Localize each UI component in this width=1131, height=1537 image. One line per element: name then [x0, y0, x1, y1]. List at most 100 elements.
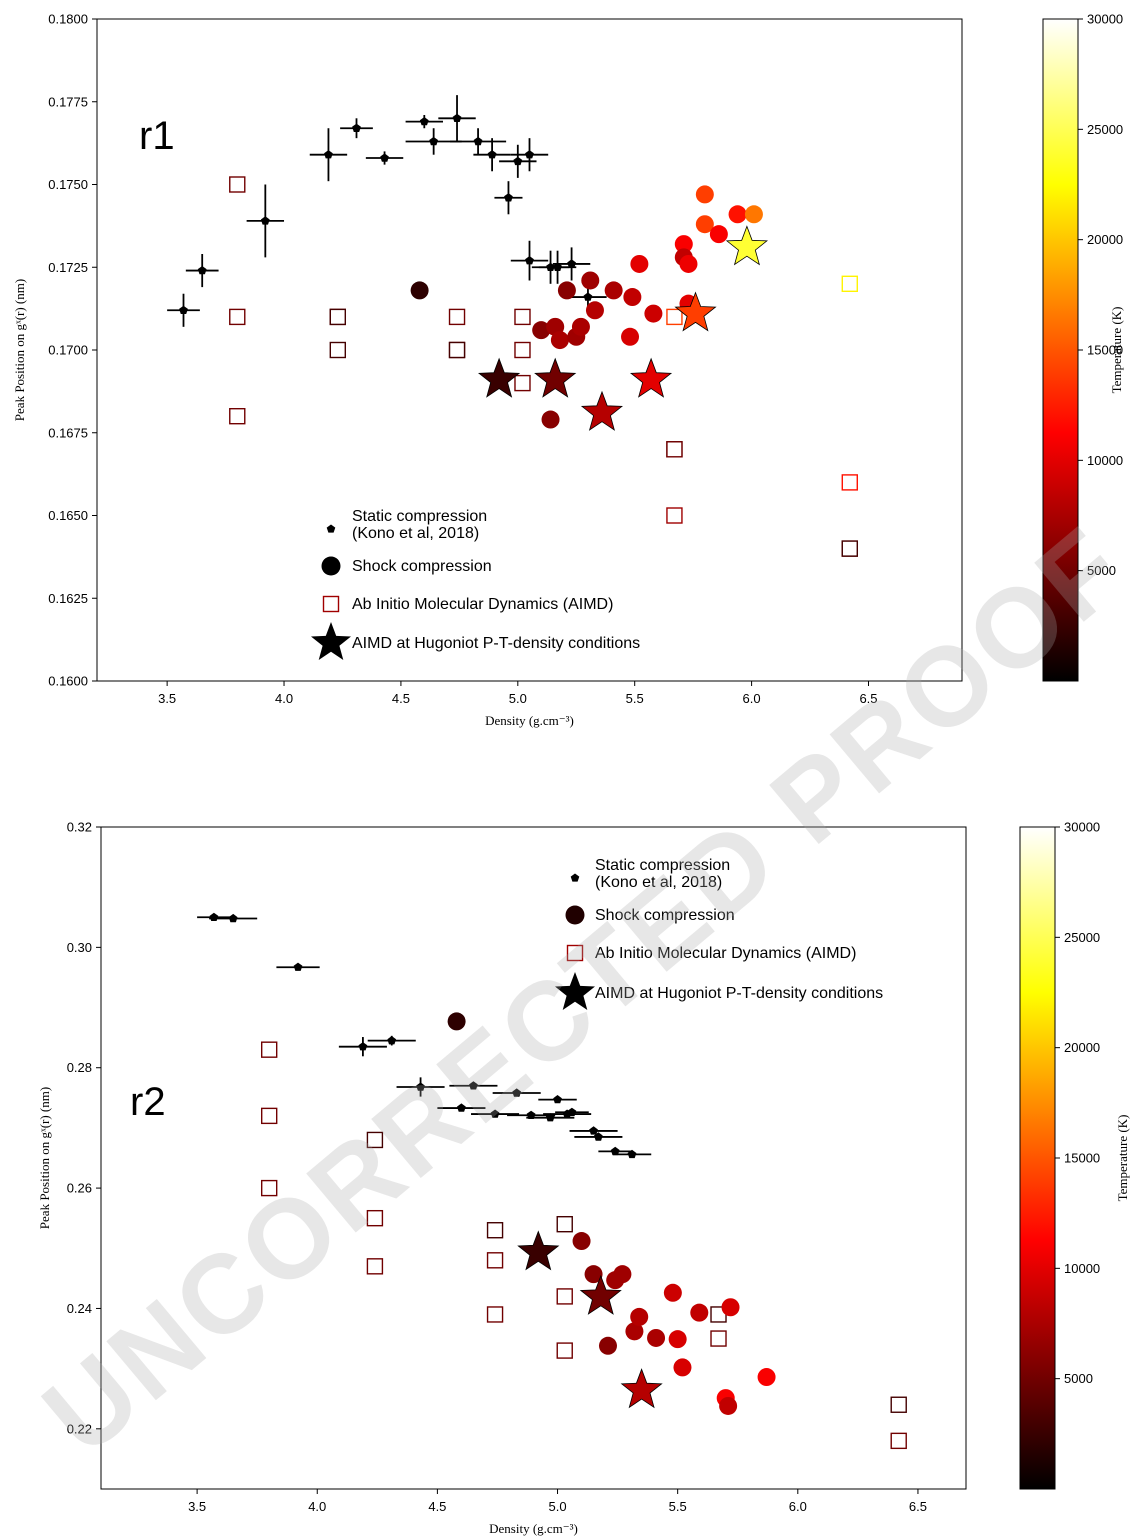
x-tick-label: 6.5 [859, 691, 877, 706]
static-pentagon-point [209, 912, 219, 921]
static-pentagon-point [583, 292, 593, 301]
static-pentagon-point [419, 117, 429, 126]
y-tick-label: 0.26 [67, 1181, 92, 1196]
colorbar-tick-label: 20000 [1087, 232, 1123, 247]
y-tick-label: 0.1625 [48, 591, 88, 606]
shock-circle-point [695, 185, 714, 204]
colorbar [1042, 18, 1079, 682]
shock-circle-point [647, 1328, 666, 1347]
shock-circle-point [744, 205, 763, 224]
x-tick-label: 5.0 [548, 1499, 566, 1514]
legend-static-marker [570, 873, 580, 882]
legend-aimd-marker [566, 944, 584, 962]
shock-circle-point [585, 301, 604, 320]
static-pentagon-point [487, 150, 497, 159]
legend-label: Shock compression [352, 558, 492, 575]
aimd-square-point [486, 1252, 504, 1269]
hugoniot-star-point [725, 225, 768, 266]
shock-circle-point [719, 1396, 738, 1415]
aimd-square-point [666, 507, 683, 524]
hugoniot-star-point [534, 357, 577, 398]
x-tick-label: 5.5 [669, 1499, 687, 1514]
y-tick-label: 0.32 [67, 820, 92, 835]
legend: Static compression(Kono et al, 2018) Shoc… [555, 857, 883, 1010]
aimd-square-point [366, 1258, 384, 1275]
shock-circle-point [623, 288, 642, 307]
colorbar-label: Temperature (K) [1115, 1115, 1130, 1202]
legend-label: Ab Initio Molecular Dynamics (AIMD) [352, 596, 613, 613]
static-pentagon-point [567, 1107, 577, 1116]
chart-panel-r2: 3.5 4.0 4.5 5.0 5.5 6.0 6.5 0.22 0.24 0.26 0.28 0.3… [37, 820, 1130, 1537]
x-tick-label: 6.0 [743, 691, 761, 706]
static-pentagon-point [197, 266, 207, 275]
static-pentagon-point [490, 1109, 500, 1118]
colorbar-tick-label: 15000 [1087, 343, 1123, 358]
shock-circle-point [571, 317, 590, 336]
x-axis-label: Density (g.cm⁻³) [485, 713, 574, 728]
shock-circle-point [621, 327, 640, 346]
aimd-square-point [448, 308, 466, 326]
x-axis-label: Density (g.cm⁻³) [489, 1521, 578, 1536]
hugoniot-star-point [620, 1368, 663, 1409]
legend-label: AIMD at Hugoniot P-T-density conditions [352, 635, 640, 652]
shock-circle-point [630, 254, 649, 273]
aimd-square-point [366, 1209, 384, 1227]
hugoniot-star-point [580, 390, 623, 431]
shock-circle-point [584, 1265, 603, 1284]
y-tick-label: 0.1800 [48, 12, 88, 27]
shock-circle-point [757, 1368, 776, 1387]
static-pentagon-point [512, 1088, 522, 1097]
legend: Static compression(Kono et al, 2018) Shoc… [311, 508, 640, 660]
aimd-square-point [710, 1330, 727, 1347]
x-tick-label: 6.5 [909, 1499, 927, 1514]
shock-circle-point [679, 254, 698, 273]
aimd-square-point [514, 308, 531, 326]
static-pentagon-point [513, 156, 523, 166]
shock-circle-point [410, 281, 429, 300]
shock-circle-point [613, 1265, 632, 1284]
y-tick-label: 0.1750 [48, 177, 88, 192]
aimd-square-point [514, 374, 531, 392]
colorbar-label: Temperature (K) [1109, 307, 1124, 394]
shock-circle-point [709, 225, 728, 244]
shock-circle-point [690, 1303, 709, 1322]
aimd-square-point [666, 308, 683, 326]
aimd-square-point [260, 1107, 278, 1125]
y-axis-label: Peak Position on gˣ(r) (nm) [37, 1087, 52, 1229]
y-tick-label: 0.1725 [48, 260, 88, 275]
aimd-square-point [229, 308, 246, 326]
hugoniot-star-point [630, 357, 673, 398]
static-pentagon-point [380, 153, 389, 162]
y-tick-label: 0.1675 [48, 425, 88, 440]
y-tick-label: 0.22 [67, 1421, 92, 1436]
shock-circle-point [673, 1358, 692, 1377]
shock-circle-point [541, 410, 560, 429]
static-pentagon-point [525, 150, 534, 159]
aimd-square-point [514, 341, 531, 359]
y-tick-label: 0.24 [67, 1301, 92, 1316]
shock-circle-point [625, 1322, 644, 1341]
aimd-square-point [329, 308, 346, 326]
y-tick-label: 0.1775 [48, 94, 88, 109]
colorbar-tick-label: 30000 [1064, 820, 1100, 835]
chart-panel-r1: 3.5 4.0 4.5 5.0 5.5 6.0 6.5 0.1600 0.1625 0.1650 0… [12, 12, 1124, 729]
legend-hugoniot-marker [311, 622, 351, 660]
aimd-square-point [841, 540, 858, 557]
hugoniot-star-point [674, 291, 717, 332]
shock-circle-point [550, 331, 569, 350]
static-pentagon-point [228, 913, 238, 923]
hugoniot-star-point [517, 1230, 560, 1271]
y-tick-label: 0.30 [67, 940, 92, 955]
aimd-square-point [841, 275, 858, 292]
x-tick-label: 4.5 [392, 691, 410, 706]
shock-circle-point [557, 281, 576, 300]
static-pentagon-point [358, 1042, 368, 1051]
static-pentagon-point [293, 962, 303, 971]
x-tick-label: 3.5 [158, 691, 176, 706]
static-pentagon-point [387, 1036, 397, 1045]
plot-frame [100, 826, 967, 1490]
shock-circle-point [674, 235, 693, 254]
shock-circle-point [663, 1283, 682, 1302]
aimd-square-point [890, 1432, 907, 1450]
